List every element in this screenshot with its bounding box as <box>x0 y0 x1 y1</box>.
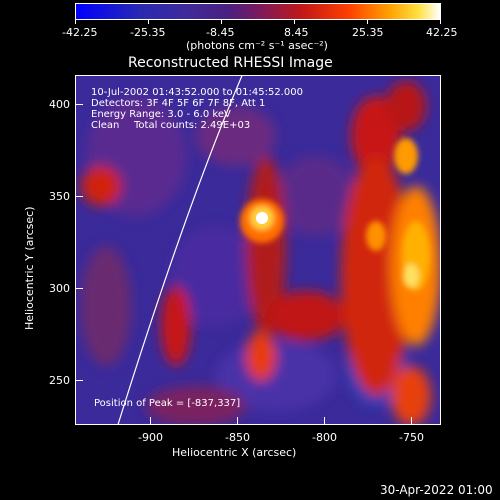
x-tick <box>324 417 325 425</box>
colorbar-tick-label: -42.25 <box>62 26 98 39</box>
energy-range: Energy Range: 3.0 - 6.0 keV <box>91 109 231 120</box>
y-tick <box>75 196 83 197</box>
colorbar-units: (photons cm⁻² s⁻¹ asec⁻²) <box>186 39 328 52</box>
x-tick-label: -900 <box>138 431 163 444</box>
x-tick <box>237 417 238 425</box>
colorbar-tick-label: 8.45 <box>284 26 309 39</box>
colorbar-tick <box>148 20 149 24</box>
peak-position: Position of Peak = [-837,337] <box>94 398 241 409</box>
plot-title: Reconstructed RHESSI Image <box>128 55 333 71</box>
time-range: 10-Jul-2002 01:43:52.000 to 01:45:52.000 <box>91 87 303 98</box>
y-tick <box>75 288 83 289</box>
detectors: Detectors: 3F 4F 5F 6F 7F 8F, Att 1 <box>91 98 266 109</box>
footer-timestamp: 30-Apr-2022 01:00 <box>380 483 493 497</box>
x-tick <box>150 417 151 425</box>
clean-label: Clean <box>91 120 120 131</box>
colorbar-tick <box>294 20 295 24</box>
image-map <box>76 76 440 424</box>
y-tick-label: 250 <box>49 374 70 387</box>
y-tick-label: 400 <box>49 98 70 111</box>
x-axis-label: Heliocentric X (arcsec) <box>172 446 297 459</box>
x-tick-label: -800 <box>312 431 337 444</box>
colorbar <box>75 3 441 20</box>
y-tick-label: 350 <box>49 190 70 203</box>
y-axis-label: Heliocentric Y (arcsec) <box>23 206 36 330</box>
total-counts: Total counts: 2.49E+03 <box>134 120 251 131</box>
colorbar-tick <box>221 20 222 24</box>
rhessi-image: 10-Jul-2002 01:43:52.000 to 01:45:52.000… <box>75 75 441 425</box>
colorbar-tick-label: -8.45 <box>206 26 235 39</box>
x-tick-label: -850 <box>225 431 250 444</box>
y-tick <box>75 104 83 105</box>
x-tick <box>411 417 412 425</box>
y-tick-label: 300 <box>49 282 70 295</box>
colorbar-tick <box>440 20 441 24</box>
colorbar-tick-label: -25.35 <box>130 26 166 39</box>
colorbar-tick-label: 42.25 <box>426 26 458 39</box>
y-tick <box>75 380 83 381</box>
colorbar-tick <box>367 20 368 24</box>
colorbar-tick <box>75 20 76 24</box>
colorbar-tick-label: 25.35 <box>352 26 384 39</box>
x-tick-label: -750 <box>399 431 424 444</box>
